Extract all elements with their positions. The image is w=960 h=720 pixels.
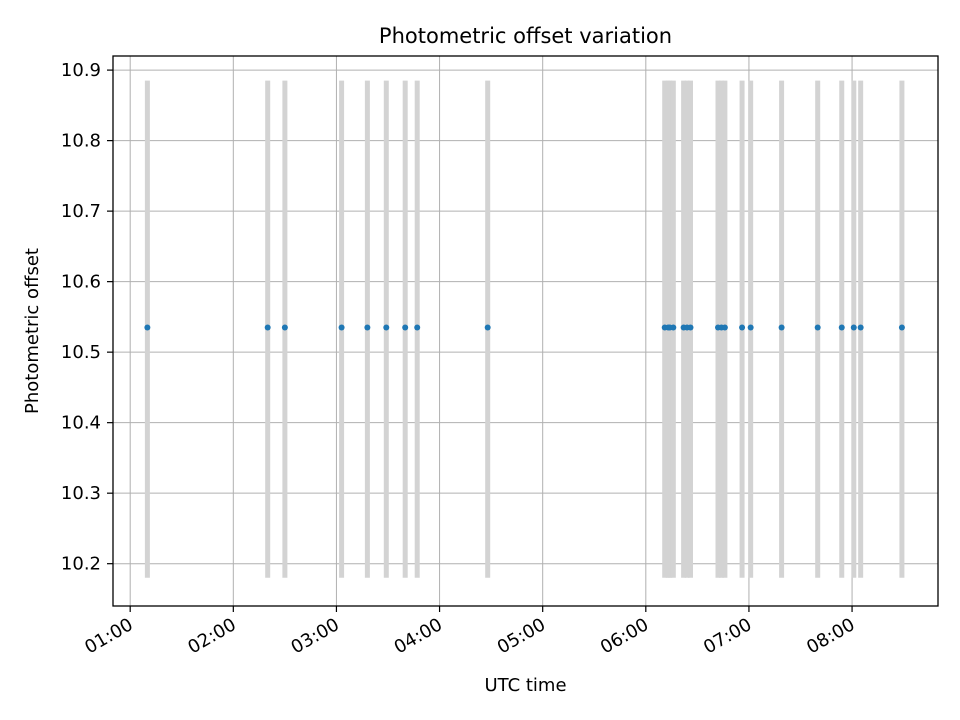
y-tick-label: 10.9 bbox=[61, 60, 101, 81]
data-point bbox=[739, 324, 746, 331]
data-point bbox=[414, 324, 421, 331]
data-point bbox=[898, 324, 905, 331]
data-point bbox=[687, 324, 694, 331]
y-tick-label: 10.4 bbox=[61, 413, 101, 434]
data-point bbox=[838, 324, 845, 331]
data-point bbox=[281, 324, 288, 331]
y-tick-label: 10.5 bbox=[61, 342, 101, 363]
axes-frame bbox=[112, 55, 939, 607]
chart-title: Photometric offset variation bbox=[379, 24, 672, 48]
data-point bbox=[484, 324, 491, 331]
y-axis-ticks: 10.2 10.3 10.4 10.5 10.6 10.7 10.8 10.9 bbox=[61, 60, 113, 575]
data-point bbox=[721, 324, 728, 331]
y-tick-label: 10.2 bbox=[61, 554, 101, 575]
data-point bbox=[402, 324, 409, 331]
y-tick-label: 10.8 bbox=[61, 131, 101, 152]
data-point bbox=[747, 324, 754, 331]
y-axis-title: Photometric offset bbox=[22, 248, 43, 414]
data-point bbox=[778, 324, 785, 331]
data-point-layer bbox=[144, 324, 905, 331]
data-point bbox=[144, 324, 151, 331]
x-axis-title: UTC time bbox=[484, 675, 566, 696]
data-point bbox=[364, 324, 371, 331]
y-tick-label: 10.6 bbox=[61, 272, 101, 293]
data-point bbox=[338, 324, 345, 331]
data-point bbox=[383, 324, 390, 331]
y-tick-label: 10.7 bbox=[61, 201, 101, 222]
y-tick-label: 10.3 bbox=[61, 483, 101, 504]
data-point bbox=[264, 324, 271, 331]
data-point bbox=[857, 324, 864, 331]
data-point bbox=[850, 324, 857, 331]
data-point bbox=[670, 324, 677, 331]
data-point bbox=[814, 324, 821, 331]
